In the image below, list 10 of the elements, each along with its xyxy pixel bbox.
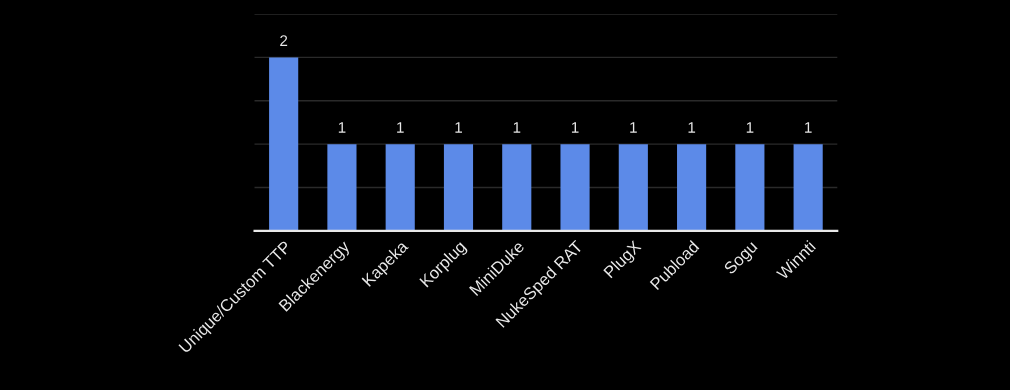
data-label: 2: [280, 35, 288, 46]
data-label: 1: [338, 122, 346, 133]
data-label: 1: [746, 122, 754, 133]
data-label: 1: [688, 122, 696, 133]
data-label: 1: [455, 122, 462, 133]
data-label: 1: [513, 122, 521, 133]
data-label: 1: [397, 122, 404, 133]
data-label: 1: [630, 122, 637, 133]
data-label: 1: [571, 122, 579, 133]
data-label: 1: [805, 122, 812, 133]
